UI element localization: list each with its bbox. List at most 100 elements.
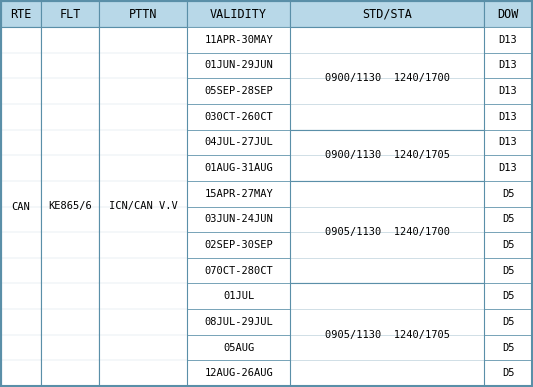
Text: 08JUL-29JUL: 08JUL-29JUL [204,317,273,327]
Text: 0905/1130  1240/1705: 0905/1130 1240/1705 [325,330,450,340]
Bar [99,130,187,155]
Text: VALIDITY: VALIDITY [210,7,267,21]
Text: D13: D13 [499,163,518,173]
Text: 0905/1130  1240/1700: 0905/1130 1240/1700 [325,227,450,237]
Bar [290,360,484,386]
Bar [484,130,532,155]
Bar [1,27,41,53]
Text: ICN/CAN V.V: ICN/CAN V.V [109,202,177,212]
Text: D13: D13 [499,86,518,96]
Bar [1,78,41,104]
Bar [41,53,99,78]
Bar [1,283,41,309]
Text: CAN: CAN [12,202,30,212]
Text: STD/STA: STD/STA [362,7,412,21]
Text: D13: D13 [499,35,518,45]
Bar [41,360,99,386]
Bar [187,360,290,386]
Bar [41,1,99,27]
Text: 04JUL-27JUL: 04JUL-27JUL [204,137,273,147]
Bar [99,27,187,53]
Bar [187,130,290,155]
Text: D5: D5 [502,240,514,250]
Bar [187,53,290,78]
Bar [484,27,532,53]
Bar [41,155,99,181]
Bar [41,181,99,207]
Bar [1,309,41,335]
Bar [187,309,290,335]
Bar [290,181,484,283]
Bar [290,78,484,104]
Text: 0900/1130  1240/1700: 0900/1130 1240/1700 [325,73,450,83]
Bar [1,207,41,232]
Bar [41,283,99,309]
Text: D13: D13 [499,60,518,70]
Bar [290,130,484,181]
Text: 01JUL: 01JUL [223,291,254,301]
Text: KE865/6: KE865/6 [48,202,92,212]
Bar [99,1,187,27]
Bar [41,27,99,386]
Bar [484,53,532,78]
Bar [41,258,99,283]
Text: RTE: RTE [10,7,31,21]
Bar [187,1,290,27]
Bar [290,130,484,155]
Bar [99,335,187,360]
Bar [99,27,187,386]
Bar [484,104,532,130]
Bar [187,258,290,283]
Text: PTTN: PTTN [129,7,157,21]
Bar [41,335,99,360]
Bar [484,283,532,309]
Bar [1,258,41,283]
Bar [187,78,290,104]
Bar [290,232,484,258]
Bar [1,1,41,27]
Bar [290,104,484,130]
Bar [290,1,484,27]
Bar [484,1,532,27]
Bar [484,309,532,335]
Text: 12AUG-26AUG: 12AUG-26AUG [204,368,273,378]
Bar [484,181,532,207]
Text: 01AUG-31AUG: 01AUG-31AUG [204,163,273,173]
Bar [484,335,532,360]
Bar [484,155,532,181]
Text: 0900/1130  1240/1705: 0900/1130 1240/1705 [325,150,450,160]
Text: DOW: DOW [497,7,519,21]
Text: D5: D5 [502,368,514,378]
Bar [1,335,41,360]
Bar [484,78,532,104]
Bar [290,335,484,360]
Text: 02SEP-30SEP: 02SEP-30SEP [204,240,273,250]
Bar [484,360,532,386]
Bar [1,53,41,78]
Text: D5: D5 [502,189,514,199]
Text: D5: D5 [502,214,514,224]
Bar [187,283,290,309]
Bar [41,207,99,232]
Bar [41,232,99,258]
Text: 11APR-30MAY: 11APR-30MAY [204,35,273,45]
Text: FLT: FLT [59,7,80,21]
Bar [99,155,187,181]
Text: D5: D5 [502,291,514,301]
Bar [1,181,41,207]
Bar [290,207,484,232]
Text: D13: D13 [499,112,518,122]
Bar [484,258,532,283]
Text: D5: D5 [502,265,514,276]
Text: 05AUG: 05AUG [223,342,254,353]
Bar [1,155,41,181]
Bar [41,309,99,335]
Bar [187,27,290,53]
Text: 01JUN-29JUN: 01JUN-29JUN [204,60,273,70]
Bar [99,78,187,104]
Bar [41,27,99,53]
Bar [1,27,41,386]
Bar [99,104,187,130]
Bar [290,309,484,335]
Bar [290,27,484,130]
